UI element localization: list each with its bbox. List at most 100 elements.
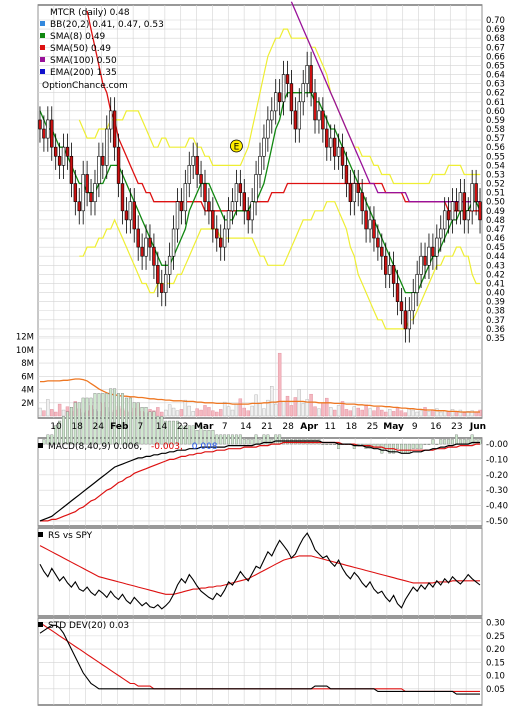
macd-histogram-bar: [415, 443, 419, 449]
volume-bar: [234, 403, 239, 417]
macd-histogram-bar: [447, 439, 451, 445]
macd-histogram-bar: [470, 434, 474, 445]
macd-histogram-bar: [148, 411, 152, 445]
volume-bar: [317, 408, 321, 417]
macd-histogram-bar: [156, 416, 160, 445]
macd-histogram-bar: [455, 434, 458, 445]
volume-bar: [423, 407, 427, 417]
candle-body: [470, 183, 474, 212]
candle-body: [289, 83, 294, 112]
candle-body: [199, 174, 203, 184]
macd-histogram-bar: [407, 443, 411, 454]
candle-body: [478, 201, 482, 221]
price-tick-label: 0.57: [486, 134, 505, 144]
macd-histogram-bar: [234, 434, 238, 445]
volume-bar: [458, 409, 463, 417]
candle-body: [191, 155, 195, 166]
price-tick-label: 0.67: [486, 43, 505, 53]
x-tick-label: 18: [346, 422, 358, 432]
volume-bar: [470, 410, 474, 417]
candle-body: [238, 183, 243, 193]
volume-bar: [163, 409, 168, 417]
candle-body: [270, 110, 274, 121]
volume-bar: [368, 408, 372, 417]
candle-body: [46, 119, 50, 139]
candle-body: [442, 210, 447, 230]
candle-body: [380, 246, 384, 257]
indicator-lines: [38, 388, 482, 695]
macd-histogram-bar: [168, 420, 172, 445]
legend-swatch-bb: [40, 21, 45, 26]
candle-body: [435, 237, 439, 257]
price-tick-label: 0.37: [486, 316, 505, 326]
std-tick-label: 0.20: [486, 645, 505, 655]
candle-body: [340, 146, 345, 166]
std-tick-label: 0.10: [486, 672, 505, 682]
macd-histogram-bar: [136, 402, 140, 445]
volume-bar: [230, 409, 235, 417]
candle-body: [65, 146, 70, 157]
volume-bar: [207, 407, 211, 417]
candle-body: [321, 110, 325, 130]
macd-histogram-bar: [117, 393, 120, 445]
candle-body: [132, 201, 136, 230]
bollinger-bands: [78, 28, 480, 330]
candle-body: [152, 246, 156, 266]
macd-tick-label: -0.40: [486, 502, 508, 512]
macd-histogram-bar: [419, 443, 423, 449]
x-tick-label: 28: [282, 422, 294, 432]
macd-histogram-bar: [396, 443, 399, 449]
volume-bar: [439, 411, 443, 417]
candle-body: [128, 201, 133, 221]
price-tick-label: 0.50: [486, 198, 505, 208]
volume-bar: [156, 407, 160, 417]
macd-histogram-bar: [333, 443, 337, 445]
volume-bar: [446, 411, 451, 417]
candle-body: [309, 65, 313, 93]
x-tick-label: 10: [50, 422, 62, 432]
macd-histogram-bar: [423, 443, 427, 445]
x-tick-label: 14: [240, 422, 252, 432]
sma8-line: [39, 92, 481, 294]
macd-histogram-bar: [215, 434, 219, 445]
candle-body: [297, 101, 301, 130]
price-tick-label: 0.35: [486, 334, 505, 344]
std-tick-label: 0.30: [486, 619, 505, 629]
candle-body: [336, 146, 341, 157]
volume-bar: [364, 404, 368, 417]
candle-body: [195, 155, 199, 175]
candle-body: [348, 183, 353, 203]
volume-bar: [242, 407, 246, 417]
macd-histogram-bar: [50, 434, 54, 445]
price-tick-label: 0.55: [486, 152, 505, 162]
x-tick-label: 24: [92, 422, 104, 432]
volume-bar: [258, 402, 262, 417]
rs-average-line: [39, 545, 480, 595]
candle-body: [85, 174, 89, 193]
macd-histogram-bar: [164, 420, 168, 445]
candle-body: [156, 265, 160, 284]
macd-histogram-bar: [246, 439, 250, 445]
macd-histogram-bar: [69, 407, 73, 445]
candle-body: [317, 110, 321, 121]
volume-bar: [281, 401, 286, 417]
volume-bar: [57, 403, 62, 417]
macd-histogram-bar: [109, 388, 113, 445]
std-tick-label: 0.15: [486, 658, 505, 668]
volume-bar: [175, 410, 180, 417]
volume-bar: [321, 402, 325, 417]
macd-histogram-bar: [403, 443, 407, 454]
candle-body: [423, 255, 427, 266]
macd-histogram-value: 0.008: [192, 442, 218, 452]
x-tick-label: 21: [261, 422, 272, 432]
candle-body: [124, 210, 129, 221]
macd-histogram-bar: [89, 397, 93, 445]
macd-histogram-bar: [325, 443, 329, 445]
macd-histogram-bar: [124, 397, 128, 445]
macd-title: MACD(8,40,9) 0.006, -0.003, 0.008: [38, 442, 218, 452]
price-tick-label: 0.46: [486, 234, 505, 244]
candle-body: [183, 183, 188, 212]
macd-swatch: [38, 443, 43, 448]
macd-histogram-bar: [254, 434, 258, 445]
volume-bar: [226, 406, 231, 417]
